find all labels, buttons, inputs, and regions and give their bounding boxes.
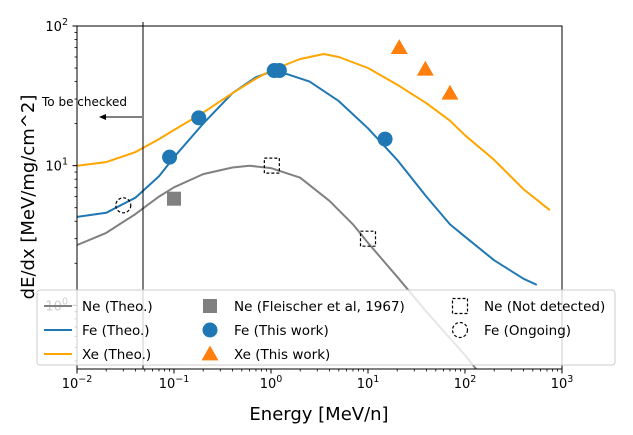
data-point-fe-ongoing-0 [115,197,132,214]
data-point-fe-this-work-4 [377,131,393,147]
annotation-arrowhead [99,114,106,120]
data-point-ne-not-detected-0 [263,157,280,174]
data-point-fe-this-work-1 [191,110,207,126]
x-tick-label: 100 [260,374,283,392]
legend-swatch-fe-ongoing [451,321,469,339]
y-tick-label: 101 [45,157,68,175]
legend-box [36,289,616,366]
data-point-xe-this-work-2 [441,84,459,100]
plot-area [77,39,551,369]
x-tick-label: 10−1 [159,374,190,392]
legend-label-fe-ongoing: Fe (Ongoing) [484,323,571,339]
data-point-fe-this-work-3 [271,63,287,79]
legend-label-ne-not-detected: Ne (Not detected) [484,299,605,315]
y-axis-label: dE/dx [MeV/mg/cm^2] [18,95,39,300]
legend-label-xe-this-work: Xe (This work) [234,347,330,363]
plot-frame [76,25,563,370]
y-tick-label: 102 [45,17,68,35]
data-point-xe-this-work-1 [416,60,434,76]
x-axis-label: Energy [MeV/n] [249,404,388,425]
series-line-fe-theo [77,70,538,286]
legend-label-ne-fleischer-et-al-1967: Ne (Fleischer et al, 1967) [234,299,405,315]
data-point-ne-fleischer-et-al-1967-0 [167,191,181,206]
data-point-xe-this-work-0 [390,39,408,55]
x-tick-label: 102 [454,374,477,392]
data-point-fe-this-work-0 [162,149,178,165]
x-tick-label: 10−2 [62,374,93,392]
x-tick-label: 101 [357,374,380,392]
legend-label-xe-theo: Xe (Theo.) [82,347,151,363]
legend-swatch-ne-not-detected [451,297,469,315]
legend: Ne (Theo.) Fe (Theo.) Xe (Theo.) Ne (Fleisc… [36,289,616,366]
x-tick-label: 103 [551,374,574,392]
data-point-ne-not-detected-1 [359,230,377,247]
legend-swatch-ne-fleischer-et-al-1967 [203,299,217,313]
legend-swatch-xe-this-work [201,345,219,361]
legend-swatch-fe-this-work [202,322,218,338]
series-line-xe-theo [77,53,551,211]
annotation-text: To be checked [41,95,127,109]
legend-label-ne-theo: Ne (Theo.) [82,299,153,315]
legend-label-fe-theo: Fe (Theo.) [82,323,150,339]
legend-label-fe-this-work: Fe (This work) [234,323,329,339]
